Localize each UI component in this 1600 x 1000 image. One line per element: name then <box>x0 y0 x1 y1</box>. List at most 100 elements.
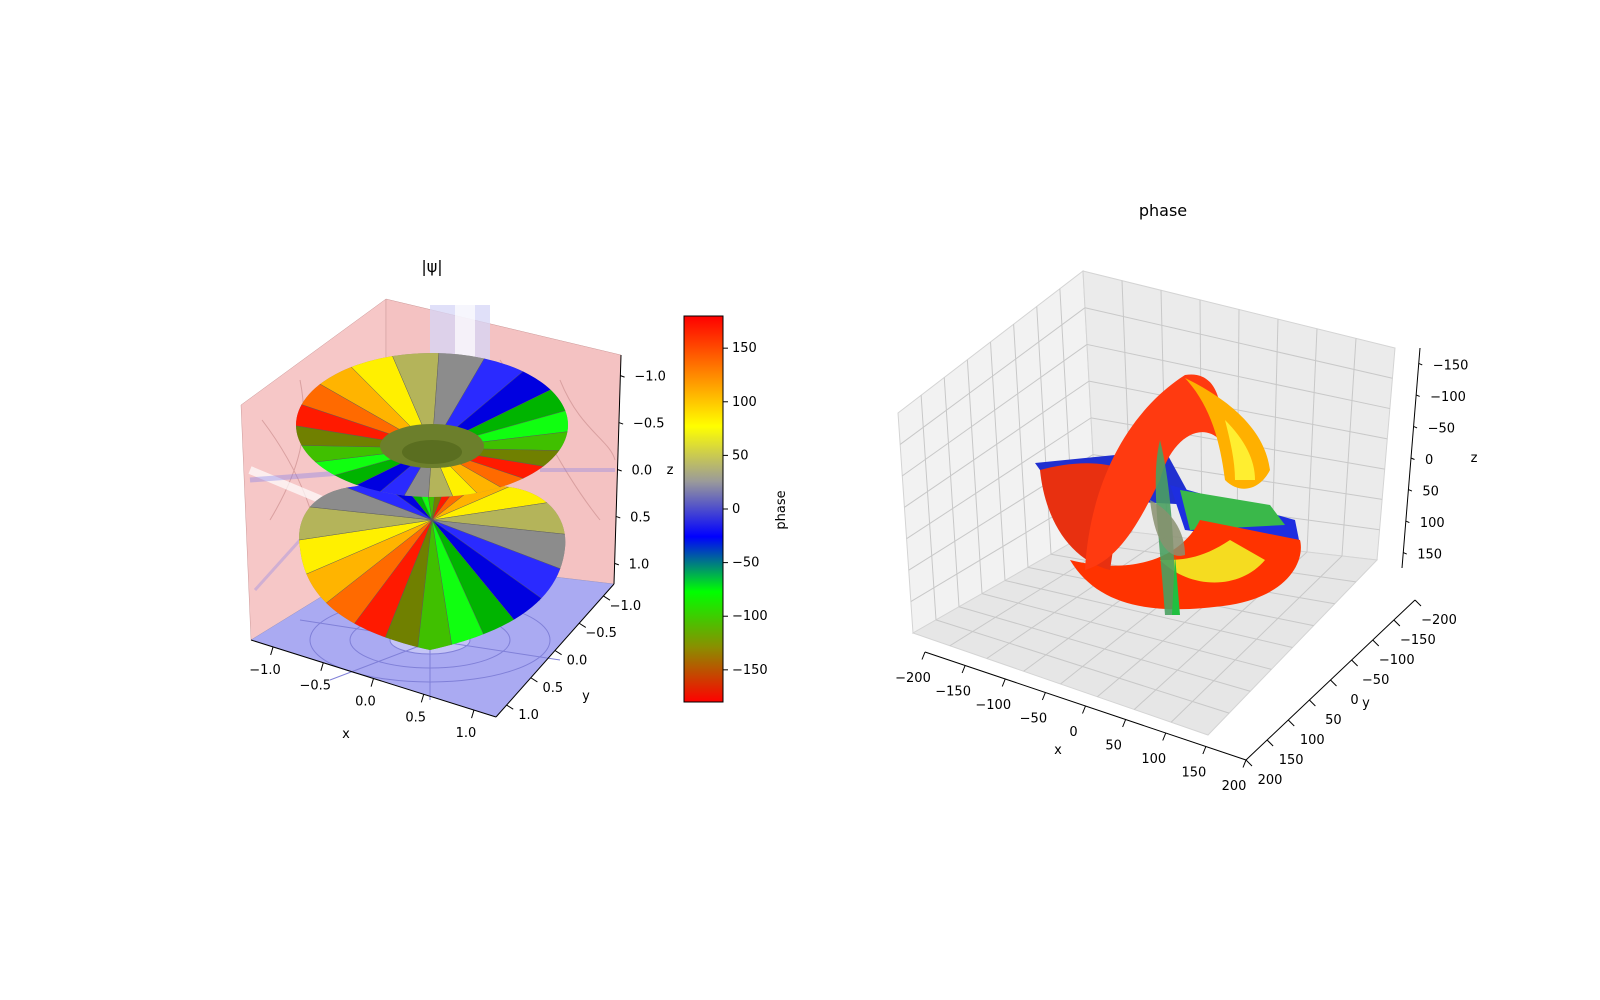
right-y-tick-label: −50 <box>1362 673 1389 688</box>
left-title: |ψ| <box>421 257 442 276</box>
upper-lobe <box>296 353 568 497</box>
left-z-tick-label: −0.5 <box>633 417 665 432</box>
surface-patch <box>431 447 568 479</box>
right-ylabel: y <box>1362 696 1370 711</box>
left-z-tick <box>615 515 621 519</box>
green-spike <box>1172 555 1180 615</box>
right-y-tick <box>1287 719 1295 727</box>
right-x-tick-label: 100 <box>1141 752 1166 767</box>
colorbar-tick-label: 50 <box>732 448 749 463</box>
right-y-tick <box>1245 759 1253 767</box>
right-y-tick-label: 50 <box>1325 713 1342 728</box>
right-x-tick <box>1082 705 1086 714</box>
right-title: phase <box>1139 201 1187 220</box>
right-x-tick <box>1001 678 1006 687</box>
colorbar-label: phase <box>774 490 789 529</box>
left-z-tick-label: 0.5 <box>630 510 651 525</box>
right-x-tick <box>961 665 966 674</box>
left-y-tick <box>578 622 587 628</box>
left-y-tick <box>554 650 562 656</box>
right-z-tick <box>1403 552 1407 555</box>
right-z-tick-label: 50 <box>1422 485 1439 500</box>
left-zlabel: z <box>667 463 674 478</box>
left-x-tick <box>420 694 425 703</box>
left-x-tick <box>370 678 374 687</box>
right-x-tick-label: −150 <box>935 685 971 700</box>
right-z-tick <box>1408 489 1413 492</box>
left-y-tick <box>506 704 514 710</box>
yellow-inner <box>1160 540 1265 583</box>
fin-yellow-core <box>1225 420 1255 480</box>
left-x-tick <box>471 709 475 719</box>
right-z-tick-label: 150 <box>1417 548 1442 563</box>
right-x-tick-label: 200 <box>1222 779 1247 794</box>
left-x-tick <box>320 662 324 671</box>
right-zlabel: z <box>1471 451 1478 466</box>
right-z-tick <box>1413 426 1418 429</box>
right-z-tick-label: −100 <box>1430 390 1466 405</box>
left-x-tick <box>270 646 274 656</box>
left-chart: −1.0−0.50.00.51.01.00.50.0−0.5−1.01.00.5… <box>240 257 789 742</box>
colorbar-tick-label: 150 <box>732 341 757 356</box>
colorbar-tick-label: −150 <box>732 663 768 678</box>
right-z-tick <box>1415 394 1420 397</box>
right-y-tick <box>1372 639 1380 647</box>
left-y-tick-label: 1.0 <box>518 708 539 723</box>
upper-fin <box>1085 374 1222 570</box>
right-y-tick-label: −200 <box>1421 613 1457 628</box>
left-z-tick <box>620 375 625 378</box>
right-x-tick-label: −50 <box>1020 712 1047 727</box>
green-band <box>1180 490 1285 530</box>
left-z-tick-label: −1.0 <box>634 370 666 385</box>
right-x-tick-label: 0 <box>1069 725 1077 740</box>
right-z-tick <box>1405 520 1410 524</box>
colorbar-tick-label: −50 <box>732 556 759 571</box>
left-x-tick-label: 0.0 <box>355 695 376 710</box>
right-y-tick-label: 150 <box>1279 753 1304 768</box>
right-z-tick-label: 100 <box>1420 516 1445 531</box>
colorbar <box>683 315 724 703</box>
right-x-tick <box>1202 746 1207 755</box>
left-x-tick-label: −1.0 <box>249 663 281 678</box>
right-x-tick <box>1041 692 1046 701</box>
left-y-tick-label: −1.0 <box>610 599 642 614</box>
left-z-tick <box>618 422 624 425</box>
surface-patch <box>424 447 475 497</box>
surface-patch <box>431 447 522 497</box>
right-x-tick-label: 150 <box>1181 766 1206 781</box>
right-y-tick-label: 0 <box>1350 693 1358 708</box>
right-y-tick-label: −150 <box>1400 633 1436 648</box>
left-ylabel: y <box>582 689 590 704</box>
colorbar-tick-label: 100 <box>732 395 757 410</box>
left-y-tick-label: 0.0 <box>567 654 588 669</box>
left-x-tick-label: −0.5 <box>299 679 331 694</box>
left-z-tick <box>614 562 619 566</box>
left-z-tick <box>617 469 622 472</box>
right-xlabel: x <box>1054 743 1062 758</box>
left-xlabel: x <box>342 727 350 742</box>
left-y-tick <box>530 677 538 683</box>
right-z-tick <box>1410 457 1415 460</box>
right-y-tick <box>1414 599 1422 607</box>
right-y-tick <box>1266 739 1274 747</box>
right-y-tick <box>1351 659 1358 667</box>
right-x-tick <box>1242 759 1247 768</box>
right-z-tick <box>1418 362 1423 366</box>
right-y-tick <box>1330 679 1337 687</box>
right-z-tick-label: −150 <box>1433 358 1469 373</box>
right-y-tick-label: 100 <box>1300 733 1325 748</box>
colorbar-tick-label: 0 <box>732 502 740 517</box>
right-x-tick <box>921 651 926 660</box>
right-z-tick-label: 0 <box>1425 453 1433 468</box>
left-y-tick-label: −0.5 <box>585 626 617 641</box>
right-x-tick-label: −100 <box>975 698 1011 713</box>
colorbar-tick-label: −100 <box>732 609 768 624</box>
right-y-tick-label: 200 <box>1258 773 1283 788</box>
right-x-tick <box>1122 719 1127 728</box>
right-y-tick-label: −100 <box>1379 653 1415 668</box>
right-x-tick-label: −200 <box>895 671 931 686</box>
right-z-tick-label: −50 <box>1428 421 1455 436</box>
left-z-tick-label: 1.0 <box>629 557 650 572</box>
